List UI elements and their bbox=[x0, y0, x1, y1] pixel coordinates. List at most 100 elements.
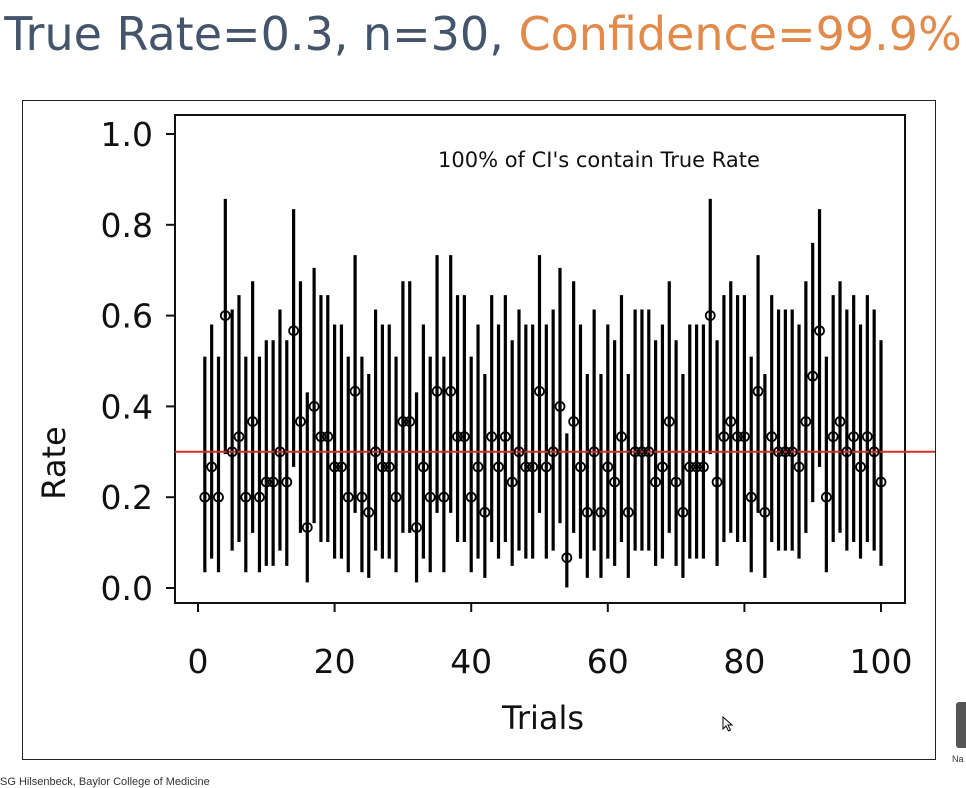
point-estimate bbox=[199, 491, 211, 503]
point-estimate bbox=[711, 476, 723, 488]
point-estimate bbox=[752, 385, 764, 397]
point-estimate bbox=[663, 416, 675, 427]
ci-coverage-annotation: 100% of CI's contain True Rate bbox=[438, 148, 760, 172]
point-estimate bbox=[465, 491, 477, 503]
point-estimate bbox=[759, 506, 771, 518]
mouse-cursor-icon bbox=[722, 716, 734, 732]
point-estimate bbox=[568, 416, 580, 427]
point-estimate bbox=[513, 446, 525, 458]
x-tick-label: 40 bbox=[450, 642, 492, 681]
footer-text: SG Hilsenbeck, Baylor College of Medicin… bbox=[0, 776, 210, 788]
point-estimates bbox=[199, 310, 887, 564]
point-estimate bbox=[773, 446, 784, 458]
point-estimate bbox=[226, 446, 238, 458]
point-estimate bbox=[595, 506, 607, 518]
point-estimate bbox=[575, 461, 586, 473]
point-estimate bbox=[554, 400, 566, 412]
y-tick-label: 0.8 bbox=[101, 206, 153, 245]
point-estimate bbox=[458, 431, 470, 443]
x-axis-label: Trials bbox=[501, 699, 584, 737]
y-axis: 0.0 0.2 0.4 0.6 0.8 1.0 bbox=[101, 115, 175, 608]
point-estimate bbox=[629, 446, 641, 458]
point-estimate bbox=[520, 461, 532, 473]
point-estimate bbox=[855, 461, 866, 473]
point-estimate bbox=[779, 446, 791, 458]
point-estimate bbox=[636, 446, 648, 458]
point-estimate bbox=[540, 461, 552, 473]
point-estimate bbox=[684, 461, 696, 473]
point-estimate bbox=[383, 461, 395, 473]
y-tick-label: 1.0 bbox=[101, 115, 153, 154]
point-estimate bbox=[677, 506, 689, 518]
point-estimate bbox=[411, 522, 422, 533]
point-estimate bbox=[820, 491, 832, 503]
x-axis: 0 20 40 60 80 100 bbox=[188, 603, 913, 681]
point-estimate bbox=[793, 461, 805, 473]
title-main: True Rate=0.3, n=30, bbox=[4, 7, 519, 61]
point-estimate bbox=[493, 461, 504, 473]
point-estimate bbox=[766, 431, 778, 443]
point-estimate bbox=[329, 461, 341, 473]
point-estimate bbox=[827, 431, 839, 443]
point-estimate bbox=[814, 325, 825, 337]
x-tick-label: 0 bbox=[188, 642, 209, 681]
point-estimate bbox=[718, 431, 730, 443]
x-tick-label: 20 bbox=[314, 642, 356, 681]
point-estimate bbox=[875, 476, 887, 488]
side-panel-tab[interactable] bbox=[956, 702, 966, 748]
x-tick-label: 100 bbox=[850, 642, 913, 681]
point-estimate bbox=[698, 461, 709, 473]
point-estimate bbox=[486, 431, 498, 443]
y-axis-label: Rate bbox=[35, 426, 73, 499]
point-estimate bbox=[274, 446, 286, 458]
point-estimate bbox=[370, 446, 381, 458]
point-estimate bbox=[363, 506, 375, 518]
side-panel-label: Na bbox=[952, 754, 964, 764]
point-estimate bbox=[342, 491, 354, 503]
point-estimate bbox=[377, 461, 388, 473]
point-estimate bbox=[739, 431, 750, 443]
point-estimate bbox=[438, 491, 450, 503]
point-estimate bbox=[834, 416, 846, 427]
point-estimate bbox=[301, 522, 313, 533]
point-estimate bbox=[732, 431, 743, 443]
point-estimate bbox=[657, 461, 668, 473]
point-estimate bbox=[868, 446, 880, 458]
y-tick-label: 0.0 bbox=[101, 569, 153, 608]
point-estimate bbox=[472, 461, 484, 473]
point-estimate bbox=[786, 446, 798, 458]
point-estimate bbox=[704, 310, 716, 322]
point-estimate bbox=[233, 431, 245, 443]
slide-title: True Rate=0.3, n=30, Confidence=99.9% bbox=[0, 4, 966, 64]
point-estimate bbox=[622, 506, 634, 518]
point-estimate bbox=[424, 491, 436, 503]
point-estimate bbox=[322, 431, 334, 443]
point-estimate bbox=[581, 506, 593, 518]
point-estimate bbox=[547, 446, 559, 458]
point-estimate bbox=[609, 476, 621, 488]
point-estimate bbox=[588, 446, 600, 458]
point-estimate bbox=[219, 310, 231, 322]
point-estimate bbox=[281, 476, 293, 488]
point-estimate bbox=[807, 370, 819, 382]
point-estimate bbox=[561, 552, 573, 564]
point-estimate bbox=[452, 431, 463, 443]
point-estimate bbox=[650, 476, 662, 488]
point-estimate bbox=[643, 446, 655, 458]
plot-frame: 0.0 0.2 0.4 0.6 0.8 1.0 0 20 40 60 80 100 100% of … bbox=[22, 100, 936, 760]
title-confidence: Confidence=99.9% bbox=[518, 7, 962, 61]
point-estimate bbox=[397, 416, 409, 427]
ci-bars bbox=[203, 198, 883, 588]
point-estimate bbox=[213, 491, 224, 503]
y-tick-label: 0.6 bbox=[101, 297, 153, 336]
point-estimate bbox=[602, 461, 614, 473]
point-estimate bbox=[315, 431, 327, 443]
point-estimate bbox=[288, 325, 300, 337]
y-tick-label: 0.2 bbox=[101, 478, 153, 517]
point-estimate bbox=[616, 431, 627, 443]
point-estimate bbox=[527, 461, 539, 473]
point-estimate bbox=[247, 416, 259, 427]
point-estimate bbox=[336, 461, 347, 473]
point-estimate bbox=[534, 385, 545, 397]
point-estimate bbox=[404, 416, 416, 427]
